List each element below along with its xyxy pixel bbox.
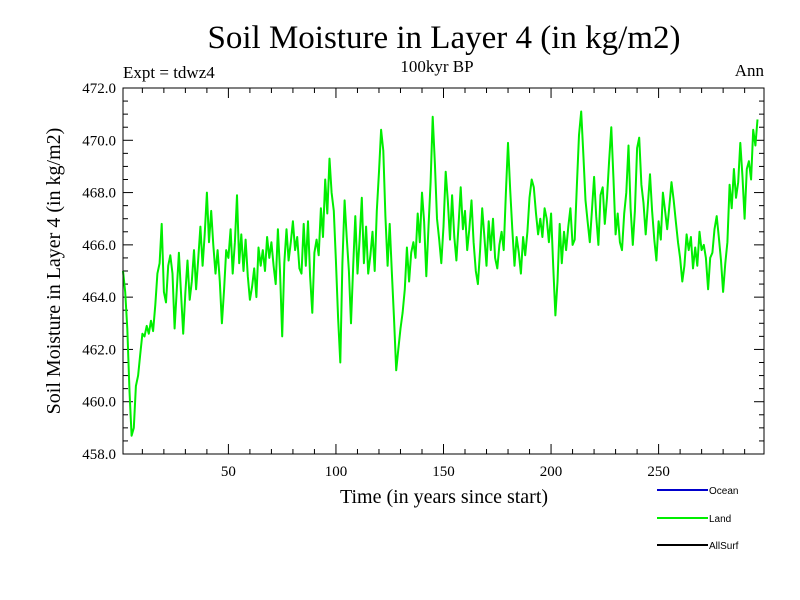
season-label: Ann: [735, 61, 765, 80]
x-axis-label: Time (in years since start): [340, 486, 548, 508]
legend-label-ocean: Ocean: [709, 486, 738, 497]
x-tick-label: 50: [221, 464, 236, 480]
x-tick-label: 150: [432, 464, 455, 480]
experiment-label: Expt = tdwz4: [123, 63, 215, 82]
y-tick-labels: 458.0 460.0 462.0 464.0 466.0 468.0 470.…: [82, 81, 116, 463]
plot-frame: [122, 87, 765, 455]
y-tick-label: 464.0: [82, 290, 116, 306]
y-axis-label: Soil Moisture in Layer 4 (in kg/m2): [43, 128, 65, 415]
x-tick-label: 100: [325, 464, 348, 480]
y-tick-label: 470.0: [82, 133, 116, 149]
y-tick-label: 462.0: [82, 342, 116, 358]
x-tick-label: 200: [540, 464, 563, 480]
y-tick-label: 468.0: [82, 186, 116, 202]
legend: Ocean Land AllSurf: [657, 486, 739, 552]
y-tick-label: 458.0: [82, 447, 116, 463]
x-tick-label: 250: [647, 464, 670, 480]
legend-label-allsurf: AllSurf: [709, 541, 739, 552]
chart-subtitle: 100kyr BP: [400, 57, 473, 76]
x-tick-labels: 50 100 150 200 250: [221, 464, 670, 480]
y-tick-label: 472.0: [82, 81, 116, 97]
y-tick-label: 460.0: [82, 395, 116, 411]
legend-label-land: Land: [709, 514, 731, 525]
y-tick-label: 466.0: [82, 238, 116, 254]
series-line-land: [122, 110, 759, 437]
chart-title: Soil Moisture in Layer 4 (in kg/m2): [208, 20, 681, 56]
